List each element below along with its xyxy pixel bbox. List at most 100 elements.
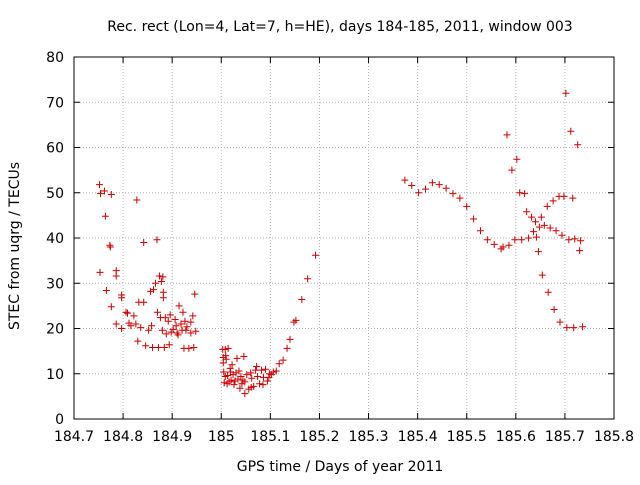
- data-point: [574, 141, 582, 149]
- data-point: [107, 191, 115, 199]
- data-point: [544, 288, 552, 296]
- data-point: [456, 194, 464, 202]
- data-point: [241, 378, 249, 386]
- data-point: [552, 227, 560, 235]
- data-point: [133, 196, 141, 204]
- data-point: [179, 308, 187, 316]
- data-point: [124, 309, 132, 317]
- data-point: [435, 181, 443, 189]
- y-tick-label: 30: [46, 276, 64, 292]
- data-point: [130, 312, 138, 320]
- data-point: [540, 221, 548, 229]
- data-point: [182, 326, 190, 334]
- y-tick-label: 10: [46, 367, 64, 383]
- data-point: [534, 248, 542, 256]
- data-point: [127, 322, 135, 330]
- data-point: [543, 202, 551, 210]
- x-tick-label: 184.7: [54, 429, 94, 445]
- data-point: [247, 383, 255, 391]
- data-point: [227, 376, 235, 384]
- data-point: [122, 308, 130, 316]
- data-point: [189, 312, 197, 320]
- data-point: [235, 367, 243, 375]
- data-point: [286, 335, 294, 343]
- data-point: [516, 189, 524, 197]
- x-tick-label: 185.3: [348, 429, 388, 445]
- data-point: [112, 320, 120, 328]
- data-point: [145, 326, 153, 334]
- data-point: [247, 369, 255, 377]
- data-point: [153, 308, 161, 316]
- data-point: [531, 218, 539, 226]
- data-point: [96, 181, 104, 189]
- data-point: [563, 324, 571, 332]
- data-point: [258, 366, 266, 374]
- data-point: [158, 326, 166, 334]
- data-point: [171, 315, 179, 323]
- data-point: [528, 213, 536, 221]
- data-point: [231, 377, 239, 385]
- data-point: [562, 89, 570, 97]
- data-point: [165, 341, 173, 349]
- data-point: [185, 344, 193, 352]
- data-point: [147, 287, 155, 295]
- x-tick-label: 185.2: [299, 429, 339, 445]
- data-point: [142, 342, 150, 350]
- data-point: [220, 379, 228, 387]
- data-point: [100, 187, 108, 195]
- data-point: [513, 155, 521, 163]
- data-point: [263, 377, 271, 385]
- data-point: [230, 381, 238, 389]
- data-point: [505, 241, 513, 249]
- data-point: [172, 322, 180, 330]
- data-point: [219, 359, 227, 367]
- y-tick-label: 70: [46, 95, 64, 111]
- data-point: [134, 337, 142, 345]
- data-point: [279, 356, 287, 364]
- data-point: [428, 179, 436, 187]
- y-tick-label: 20: [46, 322, 64, 338]
- data-point: [537, 213, 545, 221]
- data-point: [220, 368, 228, 376]
- data-point: [408, 182, 416, 190]
- data-point: [248, 374, 256, 382]
- data-point: [523, 208, 531, 216]
- y-axis-title: STEC from uqrg / TECUs: [7, 162, 23, 330]
- data-point: [159, 294, 167, 302]
- data-point: [538, 271, 546, 279]
- data-point: [304, 275, 312, 283]
- data-point: [228, 361, 236, 369]
- data-point: [153, 236, 161, 244]
- data-point: [161, 314, 169, 322]
- data-point: [166, 311, 174, 319]
- data-point: [569, 194, 577, 202]
- data-point: [265, 373, 273, 381]
- data-point: [140, 239, 148, 247]
- data-point: [192, 327, 200, 335]
- data-point: [240, 353, 248, 361]
- data-point: [252, 366, 260, 374]
- data-point: [560, 192, 568, 200]
- data-point: [101, 212, 109, 220]
- data-point: [102, 286, 110, 294]
- data-point: [151, 279, 159, 287]
- data-point: [292, 316, 300, 324]
- data-point: [155, 272, 163, 280]
- data-point: [221, 372, 229, 380]
- data-point: [174, 331, 182, 339]
- data-point: [221, 345, 229, 353]
- data-point: [237, 372, 245, 380]
- data-point: [118, 294, 126, 302]
- y-tick-label: 40: [46, 231, 64, 247]
- y-tick-label: 0: [55, 412, 64, 428]
- x-tick-label: 185.5: [447, 429, 487, 445]
- data-point: [525, 234, 533, 242]
- data-point: [97, 190, 105, 198]
- data-point: [558, 231, 566, 239]
- x-tick-label: 185: [208, 429, 235, 445]
- y-tick-label: 80: [46, 50, 64, 66]
- data-point: [222, 355, 230, 363]
- data-point: [157, 277, 165, 285]
